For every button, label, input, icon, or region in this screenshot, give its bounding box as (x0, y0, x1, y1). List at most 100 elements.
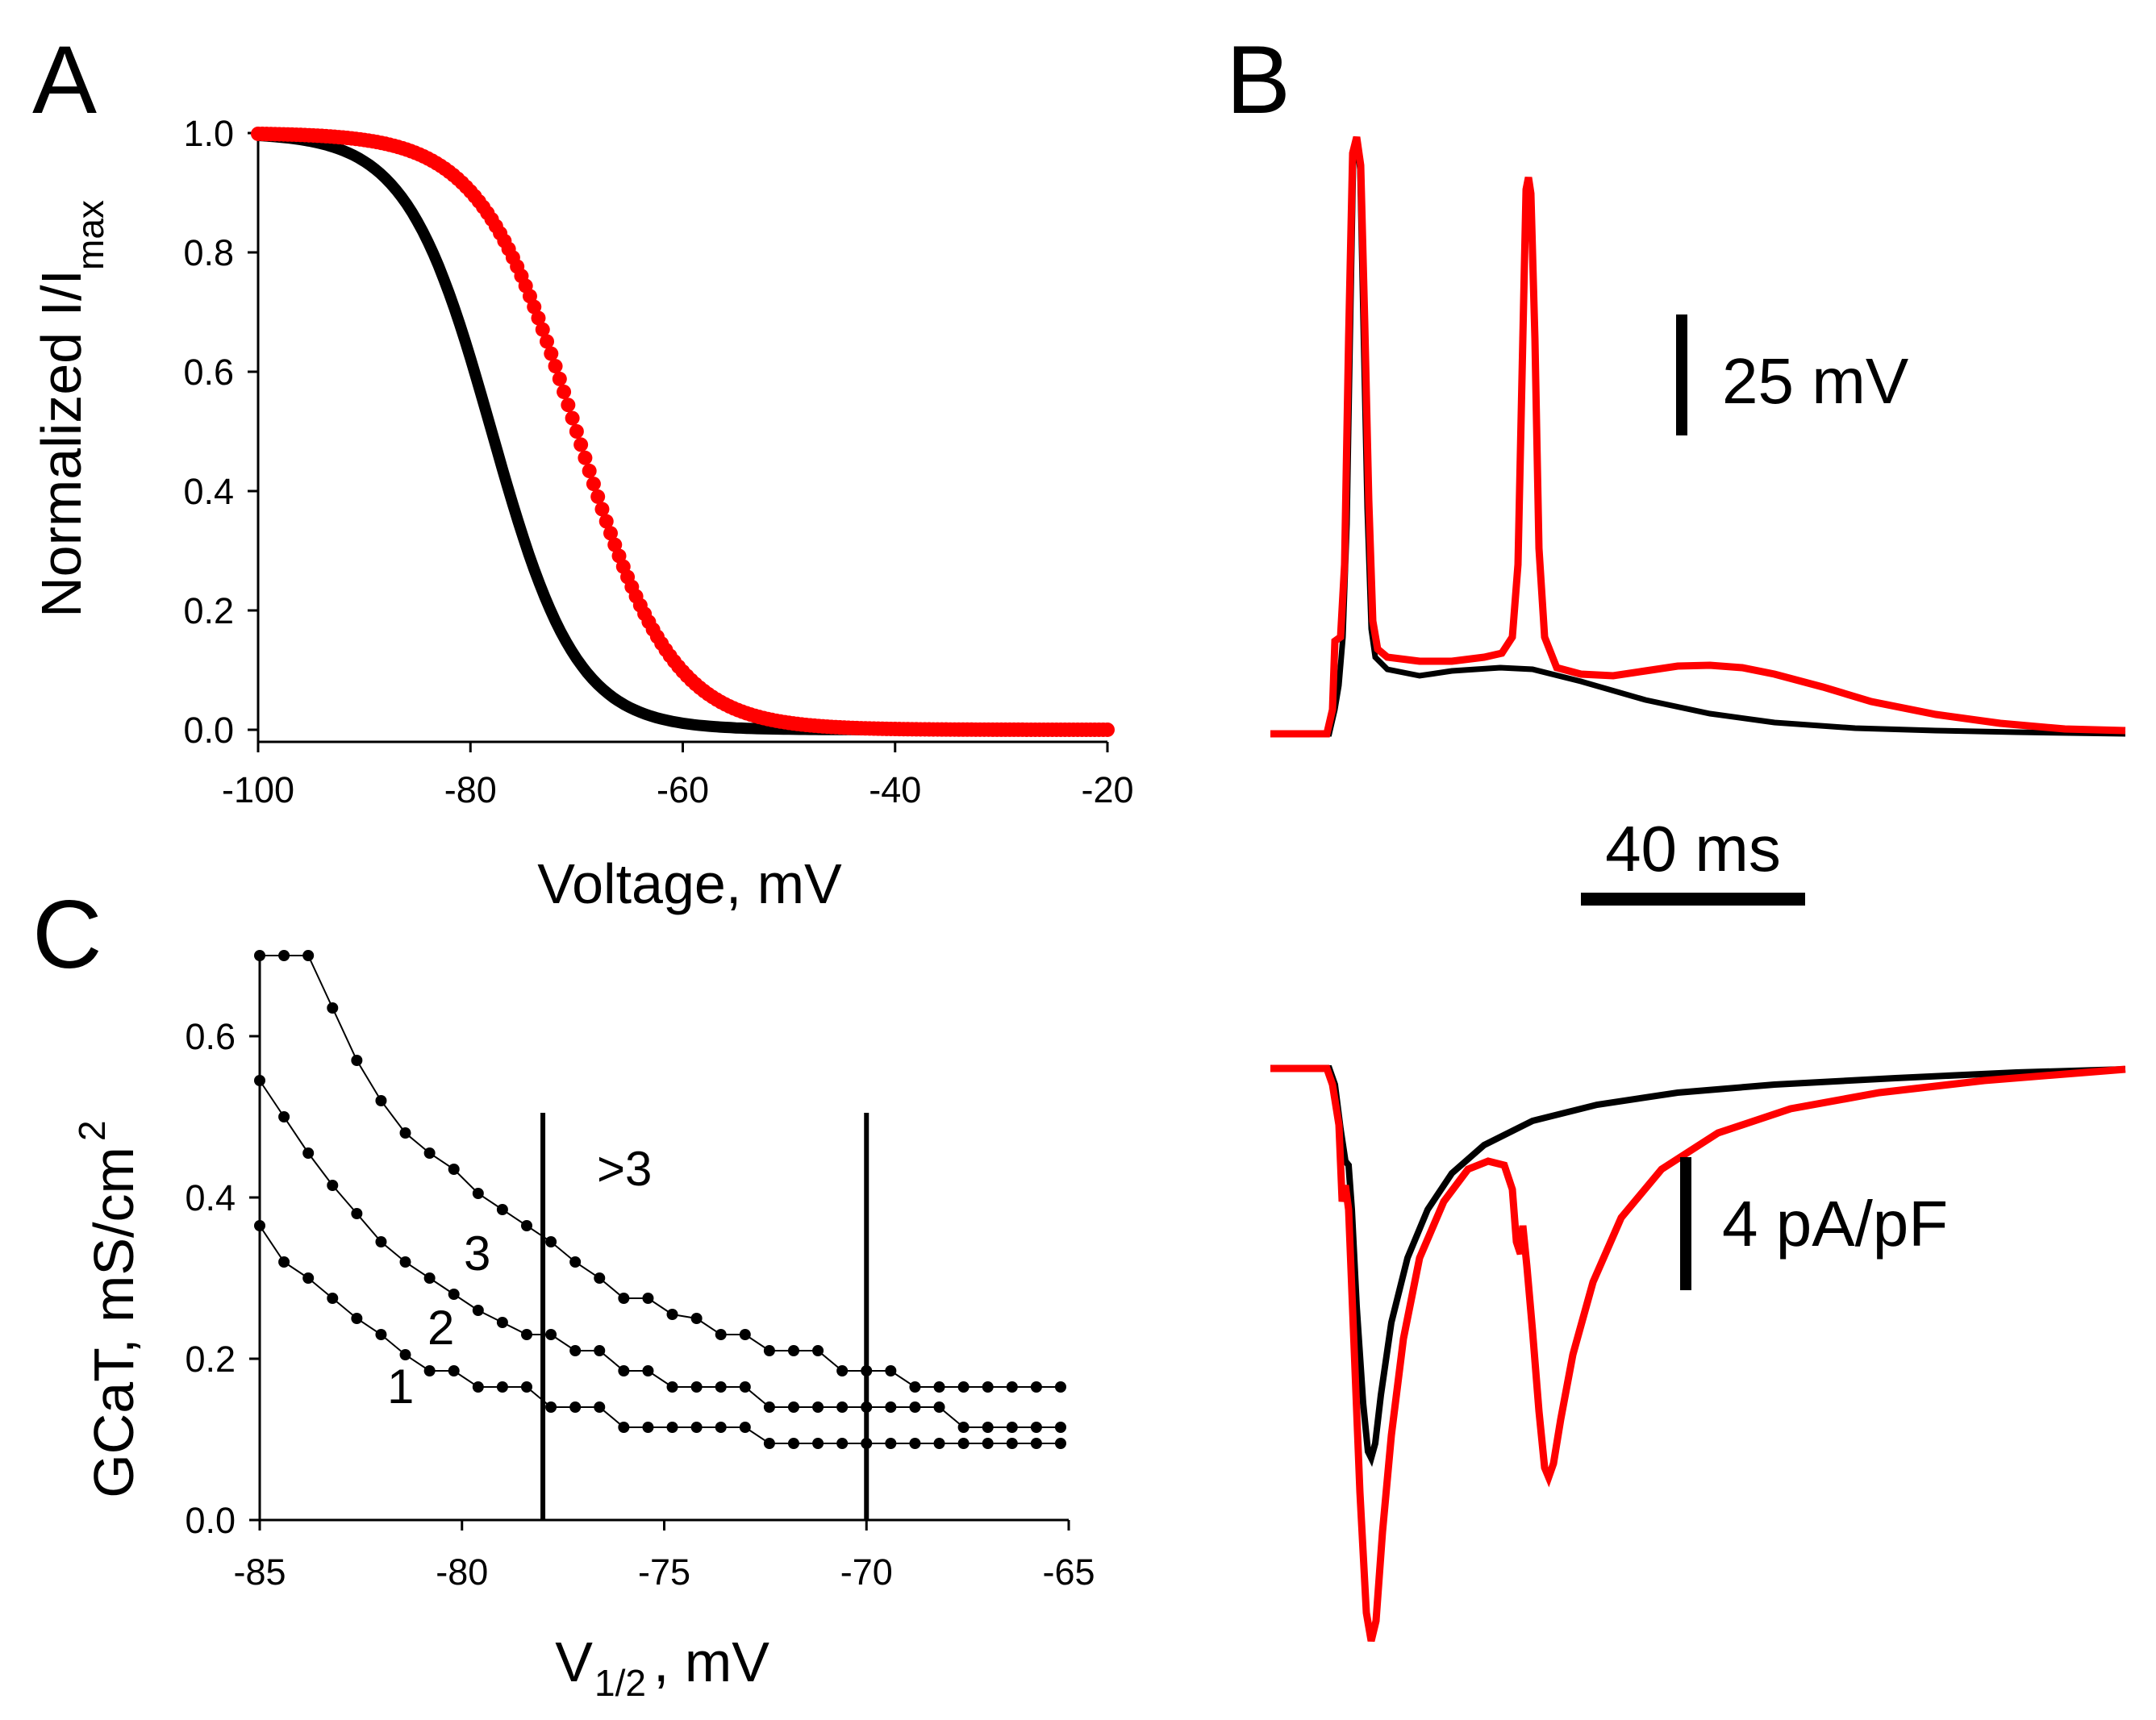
panel-a-x-tick-label: -20 (1081, 769, 1133, 810)
panel-a-red-point (1100, 722, 1115, 737)
panel-c-y-label: GCaT, mS/cm 2 (71, 1120, 145, 1497)
panel-c-series-point (254, 1220, 265, 1231)
panel-letter-c: C (32, 881, 102, 989)
panel-c-series-point (545, 1236, 557, 1247)
panel-c-series-point (351, 1313, 363, 1324)
panel-c-series-point (569, 1256, 582, 1268)
panel-c-series-point (448, 1289, 460, 1300)
panel-a-red-point (540, 334, 555, 349)
panel-c-series-point (982, 1422, 994, 1433)
panel-c-series-point (1006, 1422, 1018, 1433)
panel-c-x-tick-label: -85 (233, 1551, 286, 1593)
panel-letter-a: A (32, 26, 97, 134)
panel-a-red-point (548, 359, 563, 374)
panel-c-y-tick-label: 0.2 (185, 1339, 236, 1380)
panel-c-series-point (399, 1256, 411, 1268)
panel-c-series-point (472, 1381, 484, 1393)
panel-c-series-point (254, 1075, 265, 1086)
panel-c-series-point (739, 1329, 751, 1340)
voltage-trace-red (1270, 135, 2126, 738)
panel-c-series-point (739, 1422, 751, 1433)
panel-c-series-point (739, 1381, 751, 1393)
panel-c-series-point (496, 1381, 508, 1393)
panel-c-x-label: V 1/2 , mV (555, 1630, 769, 1704)
panel-c-series-point (351, 1208, 363, 1219)
panel-c-series-point (472, 1305, 484, 1316)
panel-c-series-point (666, 1381, 678, 1393)
panel-a-x-label: Voltage, mV (537, 852, 842, 915)
panel-c-series-point (545, 1401, 557, 1413)
panel-c-series-point (982, 1438, 994, 1449)
panel-c-series-point (1030, 1438, 1042, 1449)
panel-c-series-point (254, 950, 265, 961)
panel-c-series-point (375, 1329, 387, 1340)
panel-c-series-point (957, 1422, 970, 1433)
panel-c-series-point (423, 1365, 436, 1376)
panel-a-red-point (527, 299, 542, 314)
panel-c-series-point (520, 1220, 532, 1231)
panel-c-series-point (1030, 1381, 1042, 1393)
panel-a-y-label-main: Normalized I/I (30, 269, 93, 618)
panel-c-series-point (666, 1422, 678, 1433)
panel-a-red-point (586, 477, 601, 492)
panel-c-y-tick-label: 0.4 (185, 1177, 236, 1218)
panel-c-series-point (594, 1345, 606, 1356)
panel-a-red-point (582, 464, 597, 479)
panel-c-series-point (642, 1293, 654, 1304)
panel-c-series-point (763, 1401, 775, 1413)
panel-a-red-point (552, 371, 567, 386)
voltage-scale-label: 25 mV (1722, 345, 1909, 417)
current-trace-black (1270, 1065, 2126, 1468)
voltage-trace-black (1270, 140, 2126, 737)
panel-c-series-point (302, 1147, 315, 1159)
panel-a-red-point (531, 310, 546, 326)
panel-c-series-point (812, 1438, 824, 1449)
panel-c-chart: -85 -80 -75 -70 -65 0.0 0.2 0.4 0.6 1 2 3 >3 V 1… (71, 950, 1095, 1704)
panel-c-series-point (1006, 1381, 1018, 1393)
panel-c-series-point (715, 1329, 727, 1340)
panel-a-y-tick-label: 0.8 (183, 232, 234, 273)
panel-c-series-point (885, 1401, 897, 1413)
panel-c-series-point (278, 1111, 290, 1122)
panel-c-series-point (836, 1401, 849, 1413)
panel-a-red-point (565, 410, 580, 426)
panel-c-series-point (715, 1381, 727, 1393)
panel-c-series-point (861, 1401, 873, 1413)
panel-c-x-tick-label: -80 (436, 1551, 488, 1593)
panel-c-y-label-main: GCaT, mS/cm (82, 1147, 145, 1498)
panel-c-series-point (885, 1438, 897, 1449)
panel-c-series-point (569, 1401, 582, 1413)
panel-c-series-point (909, 1438, 921, 1449)
panel-c-series-point (399, 1349, 411, 1360)
panel-c-x-label-suffix: , mV (653, 1630, 769, 1693)
panel-c-series-point (496, 1204, 508, 1215)
panel-c-series-line (260, 955, 1061, 1388)
panel-c-series-point (448, 1164, 460, 1175)
panel-a-y-tick-label: 1.0 (183, 113, 234, 154)
panel-c-x-tick-label: -65 (1042, 1551, 1095, 1593)
panel-c-series-point (520, 1381, 532, 1393)
panel-c-series-point (327, 1293, 339, 1304)
region-label-3: 3 (464, 1226, 490, 1281)
current-trace-red (1270, 1064, 2126, 1643)
panel-c-series-point (787, 1401, 799, 1413)
panel-c-series-line (259, 1080, 1061, 1428)
panel-a-red-point (598, 514, 614, 529)
current-scale-label: 4 pA/pF (1722, 1188, 1948, 1260)
panel-a-black-curve (257, 130, 1107, 735)
panel-c-series-point (520, 1329, 532, 1340)
panel-c-series-point (302, 1272, 315, 1284)
panel-c-series-point (594, 1401, 606, 1413)
panel-c-series-point (375, 1095, 387, 1106)
panel-c-series-point (787, 1345, 799, 1356)
panel-c-series-point (715, 1422, 727, 1433)
panel-c-series-point (375, 1236, 387, 1247)
panel-c-series-point (909, 1381, 921, 1393)
panel-c-series-line (259, 1225, 1061, 1444)
panel-a-y-label-sub: max (69, 200, 111, 270)
panel-a-y-tick-label: 0.4 (183, 471, 234, 512)
panel-a-x-tick-label: -100 (222, 769, 294, 810)
panel-c-series-point (861, 1365, 873, 1376)
panel-c-series-point (982, 1381, 994, 1393)
